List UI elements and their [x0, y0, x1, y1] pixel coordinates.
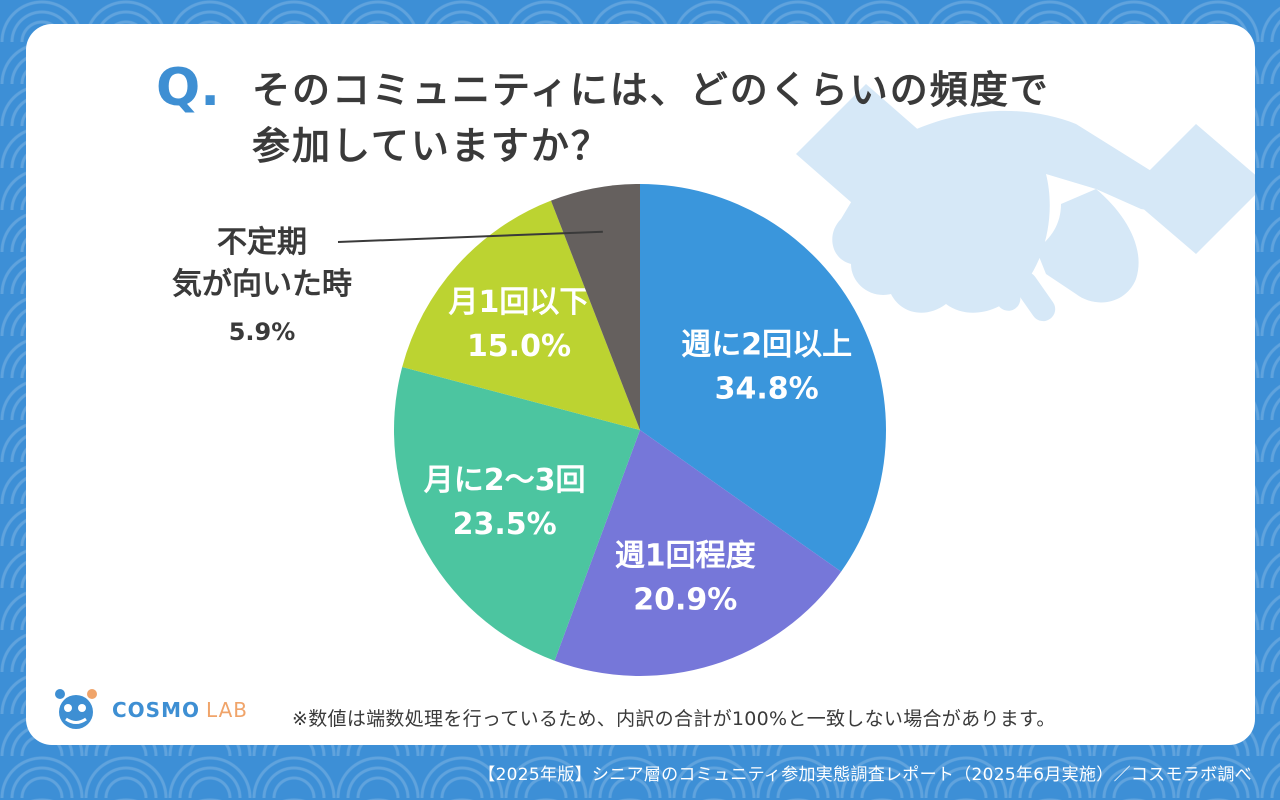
slice-label: 週1回程度: [615, 539, 756, 574]
rounding-note: ※数値は端数処理を行っているため、内訳の合計が100%と一致しない場合があります…: [292, 708, 1056, 730]
pie-slice: [550, 184, 640, 430]
slice-label: 週に2回以上: [681, 327, 852, 362]
slice-value-label: 34.8%: [715, 371, 819, 406]
chart-card: Q. そのコミュニティには、どのくらいの頻度で 参加していますか？ 週に2回以上…: [26, 24, 1255, 745]
slice-label: 月1回以下: [449, 285, 590, 320]
slice-value-label: 15.0%: [467, 329, 571, 364]
pie-slice: [640, 184, 886, 572]
question-title: そのコミュニティには、どのくらいの頻度で 参加していますか？: [252, 68, 1050, 168]
leader-line: [337, 230, 603, 243]
slice-value-label: 5.9%: [229, 318, 296, 346]
pie-slice: [402, 200, 640, 430]
handshake-icon: [796, 84, 1255, 322]
survey-credit: 【2025年版】シニア層のコミュニティ参加実態調査レポート（2025年6月実施）…: [478, 765, 1252, 785]
pie-chart: 週に2回以上 34.8% 週1回程度 20.9% 月に2〜3回 23.5% 月1回以下 15.…: [172, 184, 886, 676]
slice-value-label: 20.9%: [633, 583, 737, 618]
slice-value-label: 23.5%: [453, 507, 557, 542]
logo-sub-text: LAB: [206, 698, 249, 722]
pie-slice: [554, 430, 842, 676]
logo-wordmark: COSMO LAB: [112, 698, 248, 722]
cosmo-lab-logo-icon: [55, 689, 97, 729]
question-mark-label: Q.: [156, 58, 220, 118]
slice-label: 気が向いた時: [172, 267, 352, 302]
cosmo-lab-logo: COSMO LAB: [48, 686, 248, 734]
logo-main-text: COSMO: [112, 698, 200, 722]
slice-label: 月に2〜3回: [424, 463, 586, 498]
slice-label: 不定期: [217, 225, 307, 260]
pie-slice: [394, 367, 640, 661]
